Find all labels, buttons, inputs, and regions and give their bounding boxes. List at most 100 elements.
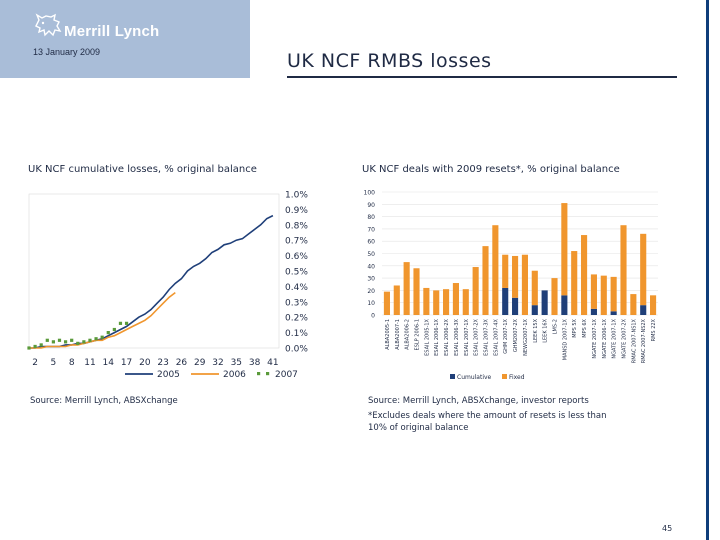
bar-fixed (393, 285, 400, 315)
right-chart-source: Source: Merrill Lynch, ABSXchange, inves… (368, 396, 589, 406)
bar-cumulative (531, 305, 538, 315)
y-tick-label: 0.6% (285, 252, 308, 262)
bull-logo-icon (35, 13, 62, 37)
y-tick-label: 1.0% (285, 191, 308, 201)
cumulative-losses-chart: 1.0% 0.9% 0.8% 0.7% 0.6% 0.5% 0.4% 0.3% 0.2% 0.1%… (27, 191, 308, 380)
y-tick-label: 50 (367, 251, 375, 258)
x-tick-label: 35 (231, 358, 242, 368)
legend-label-2007: 2007 (275, 370, 298, 380)
x-category-label: ALBA2005-1 (385, 319, 391, 350)
report-date: 13 January 2009 (33, 47, 101, 57)
x-category-label: ESAIL 2007-1X (464, 318, 470, 355)
bar-fixed (551, 278, 558, 315)
bar-fixed (650, 295, 657, 315)
bar-fixed (403, 262, 410, 315)
bar-fixed (531, 270, 538, 306)
x-category-label: NGATE 2007-1X (612, 318, 618, 358)
y-tick-label: 0.4% (285, 283, 308, 293)
page-title: UK NCF RMBS losses (287, 50, 492, 72)
y-tick-label: 20 (367, 288, 375, 295)
x-tick-label: 14 (103, 358, 115, 368)
bar-fixed (561, 203, 568, 296)
legend-label-cumulative: Cumulative (457, 374, 492, 381)
series-point-2007 (63, 340, 68, 344)
series-point-2007 (57, 338, 62, 342)
x-category-label: ESAIL 2006-1X (434, 318, 440, 355)
x-category-label: MPS 6X (582, 318, 588, 337)
series-point-2007 (124, 321, 129, 325)
x-category-label: RMAC 2007-NS2X (641, 318, 647, 363)
series-point-2007 (118, 321, 123, 325)
bar-fixed (492, 225, 499, 315)
series-point-2007 (33, 344, 37, 349)
bar-fixed (610, 276, 617, 312)
x-category-label: NEWG2007-1X (523, 318, 529, 355)
title-divider (287, 76, 677, 78)
x-category-label: ALBA2007-1 (395, 319, 401, 350)
x-tick-label: 5 (51, 358, 57, 368)
series-point-2007 (70, 338, 74, 342)
bar-fixed (512, 255, 519, 298)
series-point-2007 (39, 343, 43, 347)
x-category-label: ESAIL 2007-3X (484, 318, 490, 355)
right-chart-title: UK NCF deals with 2009 resets*, % origin… (362, 164, 620, 175)
y-tick-label: 0.5% (285, 268, 308, 278)
legend-swatch-2007 (257, 372, 261, 376)
x-category-label: ESAIL 2007-2X (474, 318, 480, 355)
legend-label-2005: 2005 (157, 370, 180, 380)
x-tick-label: 38 (249, 358, 261, 368)
series-point-2007 (45, 338, 49, 342)
series-point-2007 (106, 331, 110, 335)
bar-fixed (590, 274, 597, 309)
y-tick-label: 0.8% (285, 221, 308, 231)
x-tick-label: 8 (69, 358, 75, 368)
x-category-label: RMS 22X (651, 318, 657, 341)
y-tick-label: 0.0% (285, 345, 308, 355)
bar-fixed (630, 294, 637, 315)
x-tick-label: 41 (267, 358, 278, 368)
y-tick-label: 0.1% (285, 329, 308, 339)
bar-fixed (502, 254, 509, 288)
x-tick-label: 32 (212, 358, 223, 368)
x-tick-label: 26 (176, 358, 188, 368)
left-chart-title: UK NCF cumulative losses, % original bal… (28, 164, 257, 175)
x-tick-label: 20 (139, 358, 151, 368)
legend-swatch-cumulative (450, 374, 455, 379)
x-category-label: ESLP 2006-1 (415, 319, 421, 350)
y-tick-label: 0.2% (285, 314, 308, 324)
x-category-label: NGATE 2006-1X (602, 318, 608, 358)
bar-cumulative (640, 305, 647, 315)
brand-name: Merrill Lynch (64, 23, 160, 40)
x-category-label: ESAIL 2006-3X (454, 318, 460, 355)
bar-fixed (452, 283, 459, 315)
bar-fixed (620, 225, 627, 315)
series-point-2007 (51, 340, 55, 344)
series-point-2007 (94, 337, 98, 341)
bar-fixed (581, 235, 588, 315)
legend-swatch-fixed (502, 374, 507, 379)
left-chart-source: Source: Merrill Lynch, ABSXchange (30, 396, 178, 406)
y-tick-label: 10 (367, 300, 375, 307)
y-tick-label: 40 (367, 263, 375, 270)
plot-area (28, 193, 280, 349)
y-tick-label: 0.7% (285, 237, 308, 247)
right-chart-footnote: *Excludes deals where the amount of rese… (368, 411, 607, 433)
x-tick-label: 23 (157, 358, 168, 368)
series-point-2007 (100, 335, 104, 339)
x-tick-label: 17 (121, 358, 132, 368)
x-category-label: RMAC 2007-NS1X (631, 318, 637, 363)
right-edge-rule (706, 0, 709, 540)
bar-cumulative (512, 297, 519, 315)
bar-cumulative (541, 290, 548, 315)
bar-cumulative (590, 308, 597, 315)
y-tick-label: 0 (371, 313, 375, 320)
series-point-2007 (76, 341, 80, 345)
series-point-2007 (27, 346, 31, 350)
y-tick-label: 80 (367, 214, 375, 221)
series-point-2007 (112, 327, 116, 332)
y-tick-label: 0.3% (285, 298, 308, 308)
legend-label-fixed: Fixed (509, 374, 525, 381)
x-tick-label: 2 (32, 358, 38, 368)
bar-cumulative (502, 287, 509, 315)
